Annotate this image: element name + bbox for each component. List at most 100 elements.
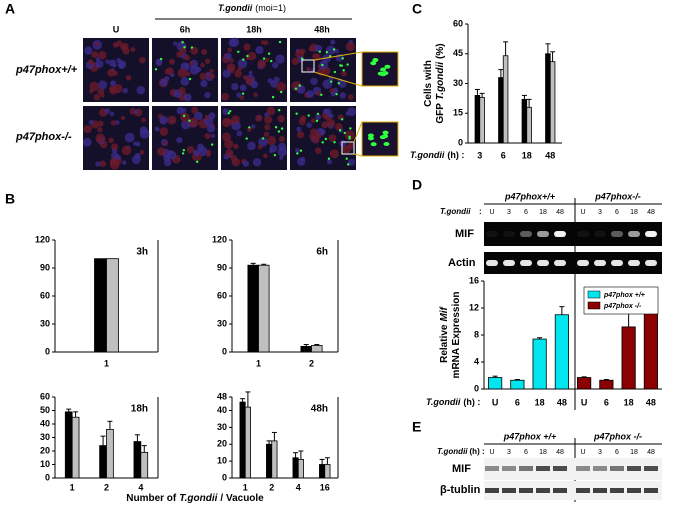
y-tick-label: 0 (45, 346, 50, 356)
y-label-end: (%) (435, 43, 446, 59)
parasite (338, 129, 342, 132)
bar (488, 377, 503, 390)
cell (222, 132, 232, 142)
lane-label: U (489, 449, 494, 456)
parasite (320, 93, 323, 97)
cell (345, 42, 355, 52)
cell (310, 77, 318, 86)
bar (300, 345, 312, 353)
cell (344, 130, 355, 141)
y-tick-label: 60 (40, 391, 50, 401)
bar (319, 464, 326, 479)
cell (257, 59, 267, 69)
parasite (315, 119, 319, 123)
cell (109, 111, 115, 117)
cell (253, 92, 258, 98)
cell (107, 68, 116, 77)
x-tick-label: 1 (256, 358, 261, 368)
x-tick-label: U (581, 397, 588, 407)
y-tick-label: 0 (222, 472, 227, 482)
cell (242, 160, 249, 167)
cell (115, 154, 121, 161)
cell (277, 115, 285, 123)
parasite (299, 149, 303, 152)
cell (306, 122, 312, 128)
cell (130, 47, 136, 53)
cell (315, 114, 322, 120)
cell (227, 47, 233, 53)
panel-label: B (5, 191, 15, 207)
cell (308, 46, 314, 52)
bar (239, 401, 246, 479)
parasite (295, 112, 298, 115)
cell (200, 62, 205, 68)
cell (247, 141, 256, 151)
cell (180, 112, 190, 123)
lane-label: 6 (524, 449, 528, 456)
parasite (382, 130, 389, 135)
parasite (242, 58, 245, 61)
band (577, 260, 589, 266)
cell (258, 137, 268, 147)
bar (133, 441, 142, 479)
parasite (294, 87, 298, 90)
cell (329, 149, 339, 159)
band (594, 231, 606, 237)
parasite (380, 72, 387, 77)
cell (120, 115, 126, 121)
band (644, 466, 658, 471)
cell (188, 117, 199, 128)
y-label: mRNA Expression (451, 292, 462, 379)
bar (621, 326, 636, 390)
x-label-text: (h) : (463, 397, 480, 407)
cell (204, 91, 211, 99)
band (485, 466, 499, 471)
lane-label: 3 (598, 209, 602, 216)
band (645, 260, 657, 266)
cell (252, 158, 262, 167)
cell (88, 59, 94, 65)
band (536, 466, 550, 471)
cell (309, 133, 315, 140)
parasite (245, 137, 248, 140)
parasite (321, 63, 324, 67)
cell (89, 89, 94, 94)
cell (310, 118, 316, 124)
cell (176, 106, 185, 115)
cell (176, 137, 183, 144)
y-label: Relative Mif (439, 305, 450, 362)
bar (244, 406, 251, 479)
lane-label: 3 (507, 209, 511, 216)
cell (157, 147, 166, 156)
parasite (318, 50, 322, 53)
cell (94, 41, 100, 47)
cell (277, 147, 288, 157)
cell (334, 48, 339, 54)
band (486, 231, 498, 237)
cell (240, 95, 245, 100)
bar (577, 377, 592, 390)
y-tick-label: 50 (40, 405, 50, 415)
blot (484, 458, 662, 480)
cell (109, 158, 118, 166)
chart-title: 48h (311, 404, 328, 415)
inset-link (353, 153, 363, 157)
y-tick-label: 8 (474, 329, 479, 339)
cell (231, 158, 241, 167)
legend-label: p47phox +/+ (603, 292, 645, 299)
parasite (383, 141, 390, 146)
cell (224, 52, 232, 60)
group-label: p47phox+/+ (504, 191, 556, 201)
cell (264, 115, 273, 124)
cell (125, 74, 132, 81)
inset-link (313, 51, 363, 61)
parasite (227, 112, 231, 115)
cell (185, 71, 191, 77)
y-tick-label: 0 (222, 346, 227, 356)
parasite (182, 149, 186, 152)
inset-link (353, 121, 363, 143)
band (645, 231, 657, 237)
y-tick-label: 20 (40, 445, 50, 455)
parasite (346, 63, 349, 66)
cell (97, 127, 103, 133)
